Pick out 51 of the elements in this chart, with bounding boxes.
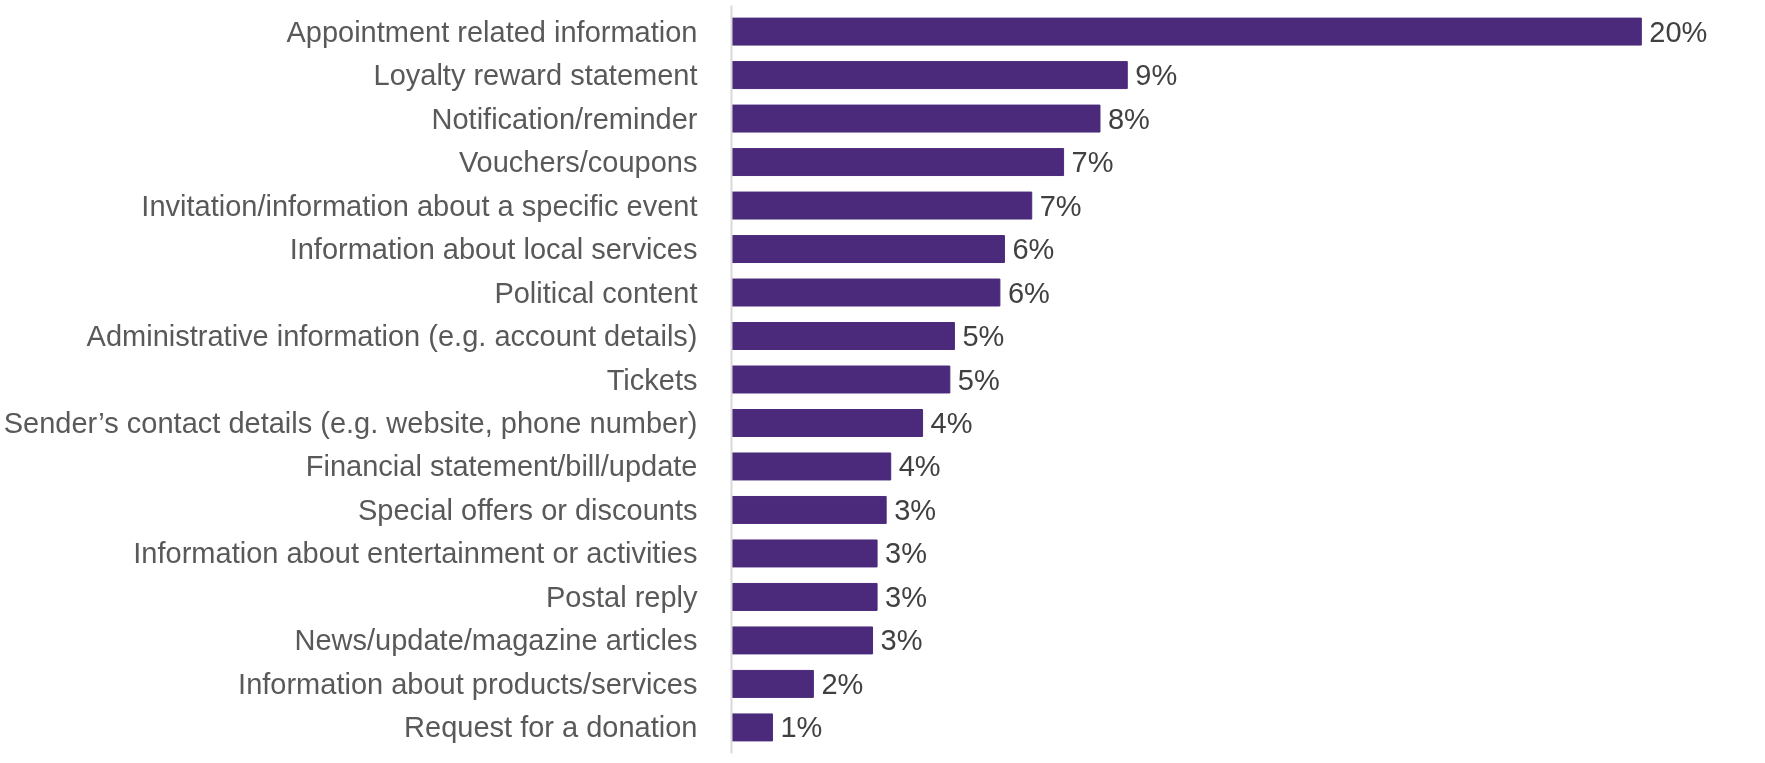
y-tick-label: Information about products/services	[238, 667, 698, 700]
data-label: 2%	[821, 667, 864, 700]
data-label: 1%	[780, 711, 823, 744]
data-label: 7%	[1039, 189, 1082, 222]
bar	[731, 539, 878, 568]
bar	[731, 148, 1065, 177]
bar	[731, 365, 951, 394]
bar	[731, 278, 1001, 307]
data-label: 4%	[898, 450, 941, 483]
y-tick-label: Financial statement/bill/update	[305, 450, 698, 483]
data-label: 8%	[1107, 102, 1150, 135]
data-label: 3%	[885, 537, 927, 570]
data-label: 5%	[957, 363, 1000, 396]
bar	[731, 495, 887, 524]
data-label: 20%	[1649, 15, 1708, 48]
y-tick-label: Loyalty reward statement	[373, 59, 698, 92]
bar	[731, 17, 1642, 46]
bar	[731, 713, 773, 742]
bar	[731, 626, 874, 655]
bar	[731, 191, 1033, 220]
y-tick-label: Request for a donation	[404, 711, 698, 744]
bar	[731, 104, 1101, 133]
bar	[731, 452, 892, 481]
data-label: 6%	[1007, 276, 1050, 309]
bar	[731, 409, 924, 437]
data-label: 5%	[962, 320, 1005, 353]
data-label: 4%	[930, 406, 973, 439]
data-label: 3%	[880, 624, 923, 657]
y-tick-label: Political content	[494, 276, 698, 309]
y-tick-label: Notification/reminder	[431, 102, 698, 135]
bar	[731, 582, 878, 611]
y-tick-label: Information about entertainment or activities	[133, 537, 698, 570]
data-label: 9%	[1135, 59, 1178, 92]
y-tick-label: Information about local services	[289, 233, 698, 266]
bar	[731, 235, 1005, 264]
y-tick-label: Sender’s contact details (e.g. website, phone number)	[3, 406, 698, 439]
bar	[731, 669, 814, 698]
y-tick-label: Postal reply	[545, 580, 698, 613]
data-label: 6%	[1012, 233, 1055, 266]
data-label: 3%	[894, 493, 937, 526]
data-label: 3%	[885, 580, 927, 613]
y-tick-label: Administrative information (e.g. account details)	[86, 320, 698, 353]
bar	[731, 61, 1128, 90]
y-tick-label: Tickets	[606, 363, 698, 396]
y-tick-label: Special offers or discounts	[357, 493, 698, 526]
y-tick-label: Vouchers/coupons	[458, 146, 698, 179]
data-label: 7%	[1071, 146, 1114, 179]
bar	[731, 322, 955, 350]
y-tick-label: Invitation/information about a specific event	[141, 189, 698, 222]
y-tick-label: Appointment related information	[286, 15, 698, 48]
y-tick-label: News/update/magazine articles	[294, 624, 698, 657]
